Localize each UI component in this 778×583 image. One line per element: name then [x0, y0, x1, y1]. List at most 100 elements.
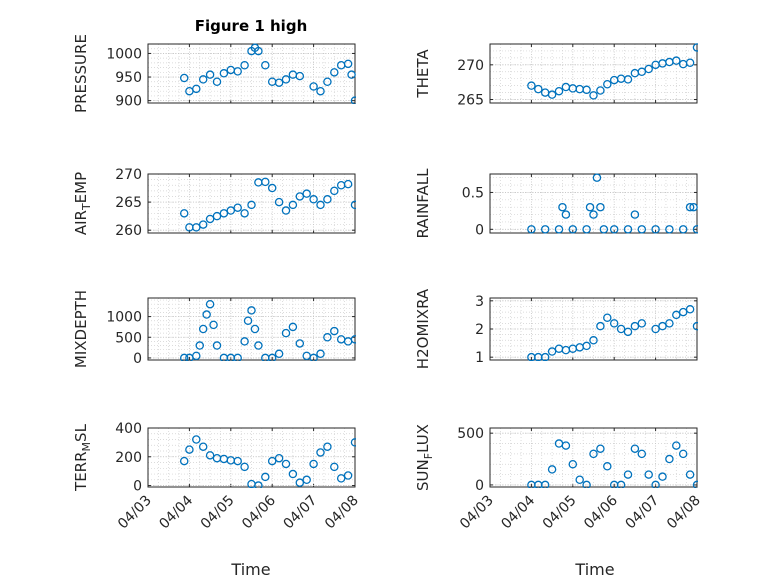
data-point — [603, 313, 612, 322]
data-point — [198, 220, 208, 229]
data-point — [540, 225, 550, 234]
x-tick-label: 04/05 — [198, 493, 238, 533]
data-point — [658, 321, 667, 331]
axes-box — [489, 173, 698, 234]
data-point — [561, 210, 571, 219]
data-point — [527, 81, 536, 90]
data-point — [582, 85, 591, 95]
data-point — [281, 328, 291, 338]
data-point — [651, 480, 660, 488]
y-axis-label: THETA — [414, 49, 432, 99]
data-point — [247, 306, 256, 315]
data-point — [582, 225, 591, 234]
axes-box — [489, 43, 698, 104]
data-point — [219, 209, 229, 218]
x-tick-label: 04/08 — [322, 493, 362, 533]
data-point — [267, 456, 277, 466]
data-point — [609, 225, 619, 234]
data-point — [267, 183, 277, 193]
data-point — [302, 189, 311, 198]
data-point — [316, 86, 325, 96]
data-point — [630, 444, 640, 453]
axes-box — [489, 297, 698, 361]
data-point — [665, 319, 674, 328]
subplot-h2omixra: 1 2 3 H2OMIXRA — [414, 288, 698, 369]
data-point — [323, 333, 332, 342]
data-point — [527, 225, 536, 234]
data-point — [630, 210, 640, 219]
data-point — [233, 456, 242, 466]
data-point — [589, 336, 598, 345]
data-point — [261, 60, 270, 70]
data-point — [247, 200, 256, 210]
data-point — [192, 84, 201, 94]
data-point — [665, 225, 674, 234]
data-markers — [179, 299, 356, 361]
y-tick-label: 260 — [115, 223, 142, 239]
data-point — [658, 472, 667, 481]
data-point — [309, 459, 318, 469]
data-point — [205, 299, 215, 309]
data-point — [179, 353, 189, 361]
data-point — [240, 60, 249, 70]
axes-box — [147, 173, 356, 234]
x-tick-label: 04/08 — [664, 493, 704, 533]
data-point — [609, 319, 619, 328]
axes-background — [148, 428, 355, 487]
data-point — [254, 46, 263, 56]
x-tick-label: 04/06 — [239, 492, 279, 532]
data-point — [302, 475, 311, 485]
data-point — [205, 451, 215, 460]
data-point — [179, 209, 189, 218]
data-point — [323, 77, 332, 87]
data-point — [295, 192, 305, 201]
data-point — [596, 321, 605, 331]
data-point — [261, 472, 270, 482]
data-point — [554, 86, 564, 96]
data-point — [323, 195, 332, 204]
data-point — [198, 324, 208, 334]
data-point — [554, 225, 564, 234]
data-point — [685, 58, 695, 67]
subplot-terr-msl: 04/03 04/04 04/05 04/06 04/07 04/08 0 200 400 TER… — [72, 421, 362, 532]
data-point — [596, 444, 605, 453]
data-point — [212, 211, 222, 221]
axes-background — [490, 44, 697, 103]
data-point — [558, 202, 567, 212]
data-point — [616, 480, 626, 488]
data-point — [281, 206, 291, 215]
y-tick-label: 0 — [133, 479, 142, 495]
data-point — [350, 335, 356, 344]
data-point — [692, 321, 698, 331]
data-point — [212, 341, 222, 350]
data-point — [644, 470, 653, 479]
y-tick-label: 2 — [475, 322, 484, 338]
data-point — [254, 481, 263, 488]
y-tick-label: 500 — [115, 330, 142, 346]
data-point — [343, 59, 353, 69]
data-point — [637, 449, 647, 459]
data-point — [192, 435, 201, 444]
data-point — [585, 202, 595, 212]
data-markers — [527, 173, 698, 234]
data-point — [254, 341, 263, 350]
y-tick-label: 0 — [475, 222, 484, 238]
data-point — [309, 195, 318, 204]
data-point — [603, 80, 612, 89]
data-point — [689, 202, 698, 212]
data-point — [330, 186, 339, 196]
data-point — [343, 471, 353, 480]
data-point — [568, 459, 578, 469]
data-point — [582, 341, 591, 351]
data-point — [323, 442, 332, 451]
data-point — [692, 43, 698, 52]
data-point — [589, 210, 598, 219]
data-point — [288, 200, 298, 210]
data-point — [195, 341, 204, 350]
y-axis-label: H2OMIXRA — [414, 288, 432, 369]
x-tick-label: 04/05 — [540, 493, 580, 533]
x-tick-label: 04/03 — [115, 493, 155, 533]
data-point — [623, 327, 633, 337]
data-point — [582, 480, 591, 488]
